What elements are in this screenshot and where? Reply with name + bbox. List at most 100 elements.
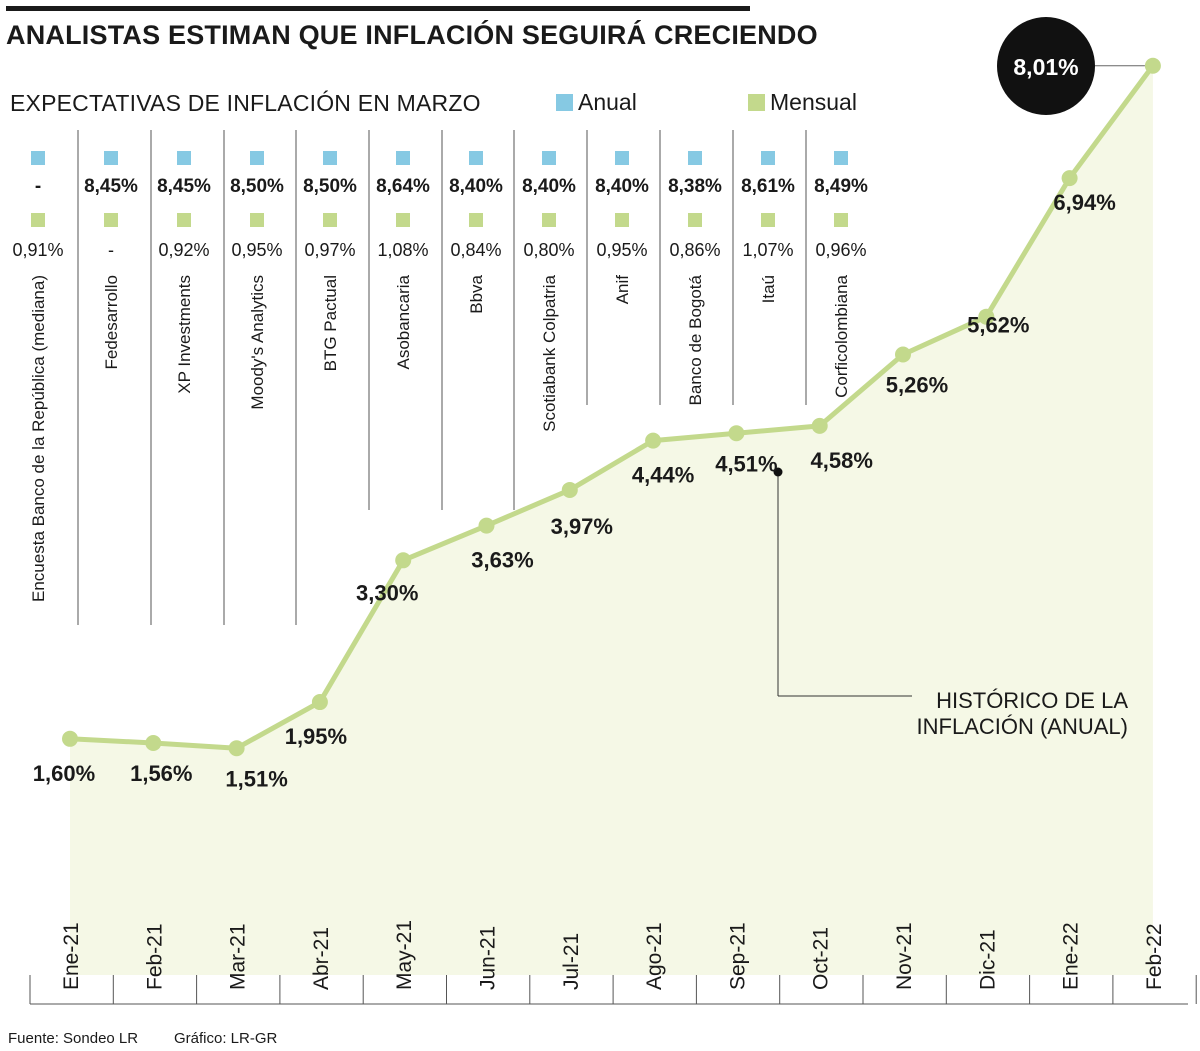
anual-marker [469, 151, 483, 165]
analyst-name: Asobancaria [394, 274, 413, 369]
analyst-name: Scotiabank Colpatria [540, 274, 559, 431]
data-point [811, 417, 828, 434]
mensual-marker [323, 213, 337, 227]
anual-value: 8,49% [814, 176, 868, 197]
analyst-name: Banco de Bogotá [686, 274, 705, 405]
data-point [228, 740, 245, 757]
title-rule [6, 6, 750, 11]
anual-marker [250, 151, 264, 165]
mensual-value: - [108, 240, 114, 260]
x-tick-label: Jun-21 [477, 926, 500, 990]
data-point [395, 552, 412, 569]
mensual-marker [31, 213, 45, 227]
anual-value: 8,45% [84, 176, 138, 197]
legend-anual-label: Anual [578, 89, 637, 115]
anual-marker [104, 151, 118, 165]
anual-marker [688, 151, 702, 165]
x-tick-label: Ene-22 [1060, 922, 1083, 990]
mensual-value: 0,92% [158, 240, 209, 260]
mensual-marker [250, 213, 264, 227]
anual-value: 8,40% [449, 176, 503, 197]
mensual-value: 1,08% [377, 240, 428, 260]
annotation-dot [773, 467, 783, 477]
anual-marker [177, 151, 191, 165]
data-label: 8,01% [1013, 54, 1078, 80]
legend-mensual-swatch [748, 94, 765, 111]
annotation-text: HISTÓRICO DE LA [936, 688, 1128, 713]
analyst-name: Moody's Analytics [248, 275, 267, 410]
data-point [145, 735, 162, 751]
data-label: 1,56% [130, 761, 192, 786]
anual-marker [615, 151, 629, 165]
mensual-value: 0,96% [815, 240, 866, 260]
mensual-value: 1,07% [742, 240, 793, 260]
annotation-text: INFLACIÓN (ANUAL) [917, 714, 1128, 739]
mensual-marker [542, 213, 556, 227]
mensual-marker [469, 213, 483, 227]
data-point [1144, 57, 1161, 74]
x-tick-label: Sep-21 [726, 922, 749, 990]
data-point [311, 694, 328, 711]
anual-marker [323, 151, 337, 165]
legend-anual-swatch [556, 94, 573, 111]
series-line [67, 63, 1156, 751]
anual-marker [834, 151, 848, 165]
anual-value: 8,40% [522, 176, 576, 197]
data-point [978, 308, 995, 325]
data-label: 4,51% [715, 451, 777, 476]
mensual-value: 0,84% [450, 240, 501, 260]
mensual-value: 0,86% [669, 240, 720, 260]
analyst-name: Anif [613, 275, 632, 305]
mensual-marker [834, 213, 848, 227]
data-point [895, 346, 911, 363]
mensual-marker [104, 213, 118, 227]
mensual-marker [615, 213, 629, 227]
mensual-value: 0,91% [12, 240, 63, 260]
anual-value: 8,40% [595, 176, 649, 197]
anual-value: - [35, 176, 41, 197]
anual-value: 8,38% [668, 176, 722, 197]
mensual-value: 0,95% [231, 240, 282, 260]
mensual-marker [177, 213, 191, 227]
anual-marker [31, 151, 45, 165]
mensual-marker [396, 213, 410, 227]
legend-mensual-label: Mensual [770, 89, 857, 115]
analyst-name: Fedesarrollo [102, 275, 121, 370]
anual-value: 8,45% [157, 176, 211, 197]
data-point [62, 730, 78, 747]
graphic-credit: Gráfico: LR-GR [174, 1030, 278, 1047]
x-tick-label: Jul-21 [560, 933, 583, 990]
x-tick-label: Feb-22 [1143, 923, 1166, 990]
x-tick-label: Ago-21 [643, 922, 666, 990]
anual-value: 8,50% [230, 176, 284, 197]
legend-mensual: Mensual [748, 89, 857, 116]
x-tick-label: Oct-21 [810, 927, 833, 990]
mensual-marker [688, 213, 702, 227]
source-text: Fuente: Sondeo LR [8, 1030, 139, 1047]
data-label: 3,63% [471, 548, 533, 573]
analyst-name: Encuesta Banco de la República (mediana) [29, 275, 48, 602]
chart-title: ANALISTAS ESTIMAN QUE INFLACIÓN SEGUIRÁ … [6, 20, 818, 50]
data-label: 3,30% [356, 580, 418, 605]
anual-value: 8,50% [303, 176, 357, 197]
x-tick-label: Feb-21 [143, 923, 166, 990]
anual-value: 8,61% [741, 176, 795, 197]
anual-marker [396, 151, 410, 165]
x-tick-label: Dic-21 [976, 929, 999, 990]
data-point [478, 517, 495, 534]
area-fill [70, 65, 1153, 975]
highlight-badge [997, 17, 1095, 115]
analyst-name: Corficolombiana [832, 274, 851, 397]
data-point [1061, 170, 1078, 187]
x-tick-label: Ene-21 [60, 922, 83, 990]
data-label: 4,58% [811, 448, 873, 473]
x-tick-label: Mar-21 [227, 923, 250, 990]
x-tick-label: May-21 [393, 920, 416, 990]
anual-marker [542, 151, 556, 165]
data-label: 4,44% [632, 463, 694, 488]
data-label: 5,26% [886, 373, 948, 398]
data-label: 1,60% [33, 761, 95, 786]
data-label: 6,94% [1053, 190, 1115, 215]
mensual-marker [761, 213, 775, 227]
